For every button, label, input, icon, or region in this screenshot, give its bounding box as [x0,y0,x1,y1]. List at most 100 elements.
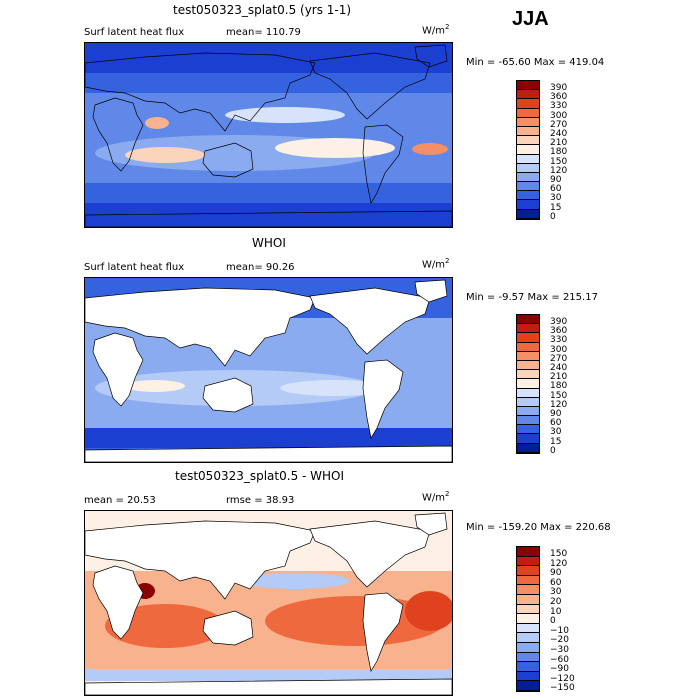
colorbar-tick-label: 330 [550,101,568,112]
panel2-colorbar [516,314,540,454]
colorbar-cell [517,681,539,691]
colorbar-cell [517,566,539,576]
panel2-minmax: Min = -9.57 Max = 215.17 [466,292,598,303]
colorbar-cell [517,671,539,682]
colorbar-tick-label: 15 [550,202,562,213]
continent-outline [85,52,316,132]
colorbar-tick-label: −20 [550,635,569,646]
colorbar-cell [517,126,539,137]
colorbar-cell [517,633,539,643]
panel2-units: W/m2 [422,257,450,271]
colorbar-cell [517,209,539,219]
colorbar-tick-label: 60 [550,184,562,195]
panel3-units: W/m2 [422,490,450,504]
colorbar-cell [517,547,539,557]
colorbar-tick-label: −10 [550,625,569,636]
colorbar-cell [517,324,539,334]
colorbar-tick-label: 180 [550,147,568,158]
colorbar-tick-label: 120 [550,399,568,410]
season-label: JJA [512,8,549,30]
colorbar-cell [517,397,539,407]
panel1-title: test050323_splat0.5 (yrs 1-1) [173,3,352,17]
colorbar-tick-label: 90 [550,175,562,185]
panel3-mean: mean = 20.53 [84,495,156,506]
panel1-units: W/m2 [422,23,450,37]
colorbar-cell [517,594,539,605]
panel3-title: test050323_splat0.5 - WHOI [175,469,345,483]
panel1-mean: mean= 110.79 [226,27,301,38]
continent-outline [85,287,316,367]
colorbar-tick-label: 120 [550,558,568,569]
colorbar-tick-label: 300 [550,110,568,121]
colorbar-tick-label: 60 [550,577,562,588]
continent-outline [202,377,254,413]
colorbar-cell [517,154,539,164]
colorbar-cell [517,200,539,210]
continent-outline [414,44,448,68]
colorbar-cell [517,351,539,361]
colorbar-tick-label: 240 [550,129,568,139]
continent-outline [362,359,404,439]
continent-outline [362,124,404,204]
colorbar-tick-label: 360 [550,326,568,337]
colorbar-cell [517,136,539,146]
colorbar-tick-label: 300 [550,344,568,355]
colorbar-tick-label: 210 [550,372,568,383]
colorbar-tick-label: 120 [550,165,568,176]
colorbar-cell [517,163,539,173]
colorbar-cell [517,145,539,155]
continent-outline [202,610,254,646]
colorbar-tick-label: 180 [550,381,568,392]
colorbar-cell [517,604,539,615]
panel3-rmse: rmse = 38.93 [226,495,295,506]
colorbar-tick-label: 390 [550,83,568,93]
colorbar-tick-label: 0 [550,211,556,222]
colorbar-cell [517,333,539,343]
colorbar-tick-label: 15 [550,436,562,447]
colorbar-tick-label: 150 [550,390,568,401]
panel2-mean: mean= 90.26 [226,262,295,273]
colorbar-tick-label: 10 [550,606,562,617]
colorbar-tick-label: 30 [550,427,562,438]
colorbar-cell [517,342,539,352]
panel2-map [84,277,453,463]
colorbar-tick-label: −150 [550,683,575,694]
colorbar-tick-label: −120 [550,673,575,684]
colorbar-cell [517,575,539,586]
colorbar-cell [517,416,539,426]
colorbar-tick-label: 30 [550,193,562,204]
colorbar-tick-label: 360 [550,92,568,103]
continent-outline [85,678,452,695]
colorbar-tick-label: −30 [550,645,569,655]
colorbar-cell [517,379,539,389]
colorbar-cell [517,81,539,91]
continent-outline [362,592,404,672]
colorbar-cell [517,652,539,663]
panel1-subtitle: Surf latent heat flux [84,27,185,38]
continent-outline [85,210,452,227]
colorbar-cell [517,117,539,127]
colorbar-cell [517,623,539,634]
colorbar-tick-label: 0 [550,445,556,456]
colorbar-tick-label: 150 [550,156,568,167]
colorbar-cell [517,614,539,624]
panel3-colorbar [516,546,540,692]
colorbar-cell [517,370,539,380]
continent-outline [92,332,144,407]
colorbar-tick-label: 20 [550,597,562,607]
continent-outline [92,97,144,172]
colorbar-tick-label: −60 [550,654,569,665]
colorbar-cell [517,388,539,398]
colorbar-tick-label: 60 [550,418,562,429]
panel1-minmax: Min = -65.60 Max = 419.04 [466,57,605,68]
colorbar-cell [517,425,539,435]
panel2-title: WHOI [252,236,286,250]
colorbar-tick-label: 90 [550,409,562,419]
colorbar-tick-label: 150 [550,549,568,559]
continent-outline [85,520,316,600]
panel3-map [84,510,453,696]
panel2-subtitle: Surf latent heat flux [84,262,185,273]
colorbar-tick-label: 0 [550,616,556,627]
colorbar-cell [517,434,539,444]
continent-outline [85,445,452,462]
